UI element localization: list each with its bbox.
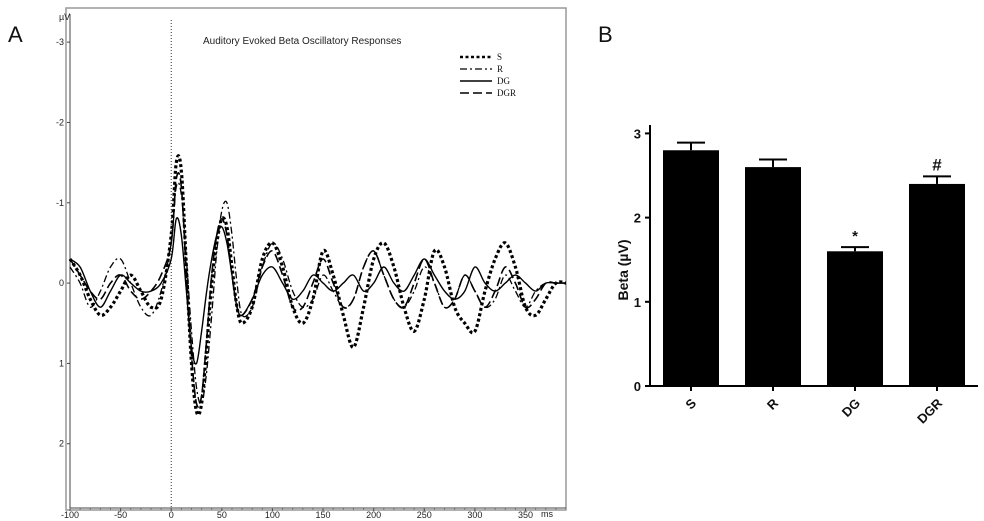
y-tick-label: -1: [56, 198, 64, 208]
y-axis-unit-label: µV: [59, 12, 70, 22]
legend-label-s: S: [497, 52, 502, 62]
x-tick-label: -50: [114, 510, 127, 520]
y-tick-label: 0: [59, 278, 64, 288]
y-tick-label: 1: [59, 358, 64, 368]
bar-dg: [827, 251, 883, 386]
x-tick-label: 250: [417, 510, 432, 520]
x-tick-label-r: R: [764, 395, 782, 413]
y-tick-label: -2: [56, 117, 64, 127]
significance-marker-dgr: #: [932, 155, 942, 174]
y-axis-label: Beta (µV): [615, 240, 631, 301]
y-tick-label: 2: [634, 211, 641, 226]
legend-label-dg: DG: [497, 76, 510, 86]
series-line-dgr: [69, 172, 566, 408]
panel-label-b: B: [598, 22, 613, 47]
chart-title: Auditory Evoked Beta Oscillatory Respons…: [203, 36, 401, 47]
x-tick-label: -100: [61, 510, 79, 520]
y-tick-label: 0: [634, 379, 641, 394]
panel-label-a: A: [8, 22, 23, 47]
x-tick-label: 350: [518, 510, 533, 520]
significance-marker-dg: *: [852, 228, 858, 245]
x-tick-label-dgr: DGR: [914, 395, 945, 426]
bar-r: [745, 167, 801, 386]
bar-s: [663, 150, 719, 386]
x-tick-label: 100: [265, 510, 280, 520]
legend-label-r: R: [497, 64, 503, 74]
x-tick-label-dg: DG: [839, 396, 863, 420]
y-tick-label: 3: [634, 126, 641, 141]
legend-label-dgr: DGR: [497, 88, 516, 98]
evoked-response-line-chart: -3 -2 -1 0 1 2 -100 -50 0 50 100 150 200 250 300 350 SR…: [56, 7, 567, 520]
x-tick-label: 50: [217, 510, 227, 520]
y-tick-label: -3: [56, 37, 64, 47]
bar-dgr: [909, 183, 965, 386]
x-tick-label-s: S: [682, 395, 699, 412]
x-tick-label: 150: [316, 510, 331, 520]
series-line-dg: [69, 217, 566, 365]
y-tick-label: 1: [634, 295, 641, 310]
x-tick-label: 0: [169, 510, 174, 520]
x-tick-label: 300: [467, 510, 482, 520]
x-axis-unit-label: ms: [541, 509, 553, 519]
plot-frame: [65, 7, 567, 511]
beta-bar-chart: 0 1 2 3 S R * DG # DGR Beta (µV): [615, 125, 978, 427]
x-tick-label: 200: [366, 510, 381, 520]
y-tick-label: 2: [59, 439, 64, 449]
